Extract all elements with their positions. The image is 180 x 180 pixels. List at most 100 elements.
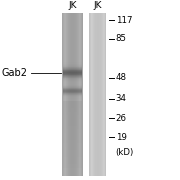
Bar — [63, 90, 82, 91]
Bar — [63, 96, 82, 97]
Bar — [63, 129, 82, 133]
Bar — [63, 66, 82, 67]
Text: 117: 117 — [116, 16, 132, 25]
Bar — [63, 70, 82, 71]
Bar — [63, 136, 82, 140]
Bar — [63, 133, 82, 136]
Bar — [63, 95, 82, 96]
Bar — [92, 13, 93, 176]
Bar — [79, 13, 80, 176]
Bar — [89, 13, 90, 176]
Bar — [66, 13, 67, 176]
Bar — [63, 75, 82, 76]
Text: 26: 26 — [116, 114, 127, 123]
Bar — [82, 13, 83, 176]
Bar — [69, 13, 70, 176]
Bar — [63, 87, 82, 88]
Bar — [100, 13, 101, 176]
Bar — [63, 78, 82, 79]
Bar — [72, 13, 73, 176]
Bar — [63, 68, 82, 69]
Bar — [99, 13, 100, 176]
Bar — [63, 112, 82, 115]
Bar — [68, 13, 69, 176]
Bar — [63, 64, 82, 65]
Bar — [96, 13, 97, 176]
Bar — [89, 13, 90, 176]
Bar — [63, 60, 82, 61]
Bar — [63, 65, 82, 66]
Bar — [63, 72, 82, 73]
Bar — [73, 13, 74, 176]
Bar — [63, 157, 82, 161]
Bar — [63, 88, 82, 89]
Bar — [63, 76, 82, 77]
Bar — [63, 91, 82, 92]
Bar — [78, 13, 79, 176]
Bar — [63, 102, 82, 105]
Bar — [80, 13, 81, 176]
Bar — [81, 13, 82, 176]
Bar — [102, 13, 103, 176]
Bar — [62, 13, 63, 176]
Bar — [105, 13, 106, 176]
Bar — [95, 13, 96, 176]
Bar — [63, 92, 82, 93]
Bar — [64, 13, 65, 176]
Bar — [101, 13, 102, 176]
Bar — [63, 119, 82, 122]
Bar — [63, 143, 82, 147]
Text: JK: JK — [68, 1, 77, 10]
Bar — [63, 150, 82, 154]
Bar — [80, 13, 81, 176]
Bar — [63, 97, 82, 98]
Bar — [63, 63, 82, 64]
Bar — [63, 122, 82, 126]
Bar — [63, 61, 82, 62]
Bar — [71, 13, 72, 176]
Bar — [63, 67, 82, 68]
Bar — [63, 154, 82, 157]
Bar — [81, 13, 82, 176]
Bar — [63, 147, 82, 150]
Bar — [98, 13, 99, 176]
Bar — [63, 81, 82, 82]
Bar — [63, 62, 82, 63]
Bar — [63, 94, 82, 95]
Bar — [63, 80, 82, 81]
Bar — [63, 84, 82, 85]
Bar — [63, 83, 82, 84]
Bar — [63, 99, 82, 100]
Bar — [90, 13, 91, 176]
Bar — [75, 13, 76, 176]
Bar — [93, 13, 94, 176]
Bar — [103, 13, 104, 176]
Bar — [70, 13, 71, 176]
Bar — [63, 93, 82, 94]
Bar — [62, 13, 63, 176]
Bar — [63, 69, 82, 70]
Bar — [63, 83, 82, 84]
Bar — [63, 13, 64, 176]
Bar — [64, 13, 65, 176]
Bar — [63, 82, 82, 83]
Bar — [63, 98, 82, 99]
Bar — [63, 105, 82, 109]
Bar — [63, 77, 82, 78]
Bar — [90, 13, 91, 176]
Bar — [82, 13, 83, 176]
Bar — [63, 73, 82, 74]
Bar — [63, 89, 82, 90]
Text: 34: 34 — [116, 94, 127, 103]
Bar — [105, 13, 106, 176]
Text: (kD): (kD) — [116, 148, 134, 157]
Bar — [63, 84, 82, 85]
Bar — [63, 82, 82, 83]
Bar — [65, 13, 66, 176]
Bar — [91, 13, 92, 176]
Bar — [63, 161, 82, 164]
Text: 85: 85 — [116, 34, 127, 43]
Bar — [97, 13, 98, 176]
Bar — [63, 86, 82, 87]
Bar — [63, 71, 82, 72]
